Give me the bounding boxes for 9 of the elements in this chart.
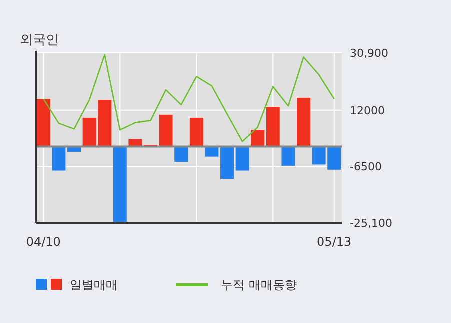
legend-label: 누적 매매동향 — [221, 278, 297, 292]
x-tick-label: 04/10 — [26, 235, 61, 249]
y-tick-label: 30,900 — [350, 47, 388, 60]
legend-label: 일별매매 — [70, 278, 118, 292]
y-tick-label: -6500 — [350, 160, 382, 174]
x-tick-label: 05/13 — [317, 235, 352, 249]
chart-title: 외국인 — [20, 33, 59, 48]
y-tick-label: 12000 — [350, 104, 385, 118]
y-tick-label: -25,100 — [350, 217, 392, 230]
